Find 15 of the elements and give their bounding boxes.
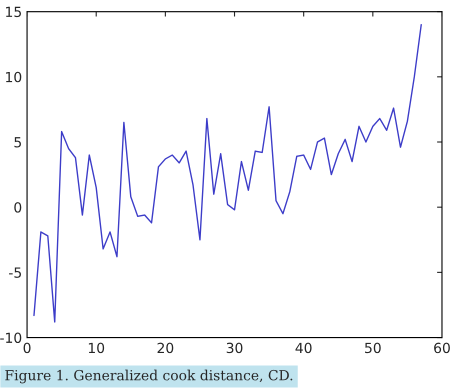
y-tick-label: -5: [9, 268, 21, 278]
caption: Figure 1. Generalized cook distance, CD.: [5, 370, 292, 384]
x-tick-label: 10: [88, 342, 104, 354]
x-tick-label: 20: [158, 342, 174, 354]
x-tick-label: 0: [24, 342, 31, 354]
y-tick-label: 5: [14, 137, 21, 148]
x-tick-label: 40: [296, 342, 312, 354]
x-tick-label: 60: [434, 342, 450, 354]
x-tick-label: 30: [226, 342, 242, 354]
x-tick-label: 50: [365, 342, 381, 354]
y-tick-label: 10: [6, 72, 22, 82]
y-tick-label: -10: [0, 332, 22, 344]
y-tick-label: 15: [6, 6, 21, 18]
line-series: [33, 24, 422, 323]
y-tick-label: 0: [14, 202, 22, 213]
